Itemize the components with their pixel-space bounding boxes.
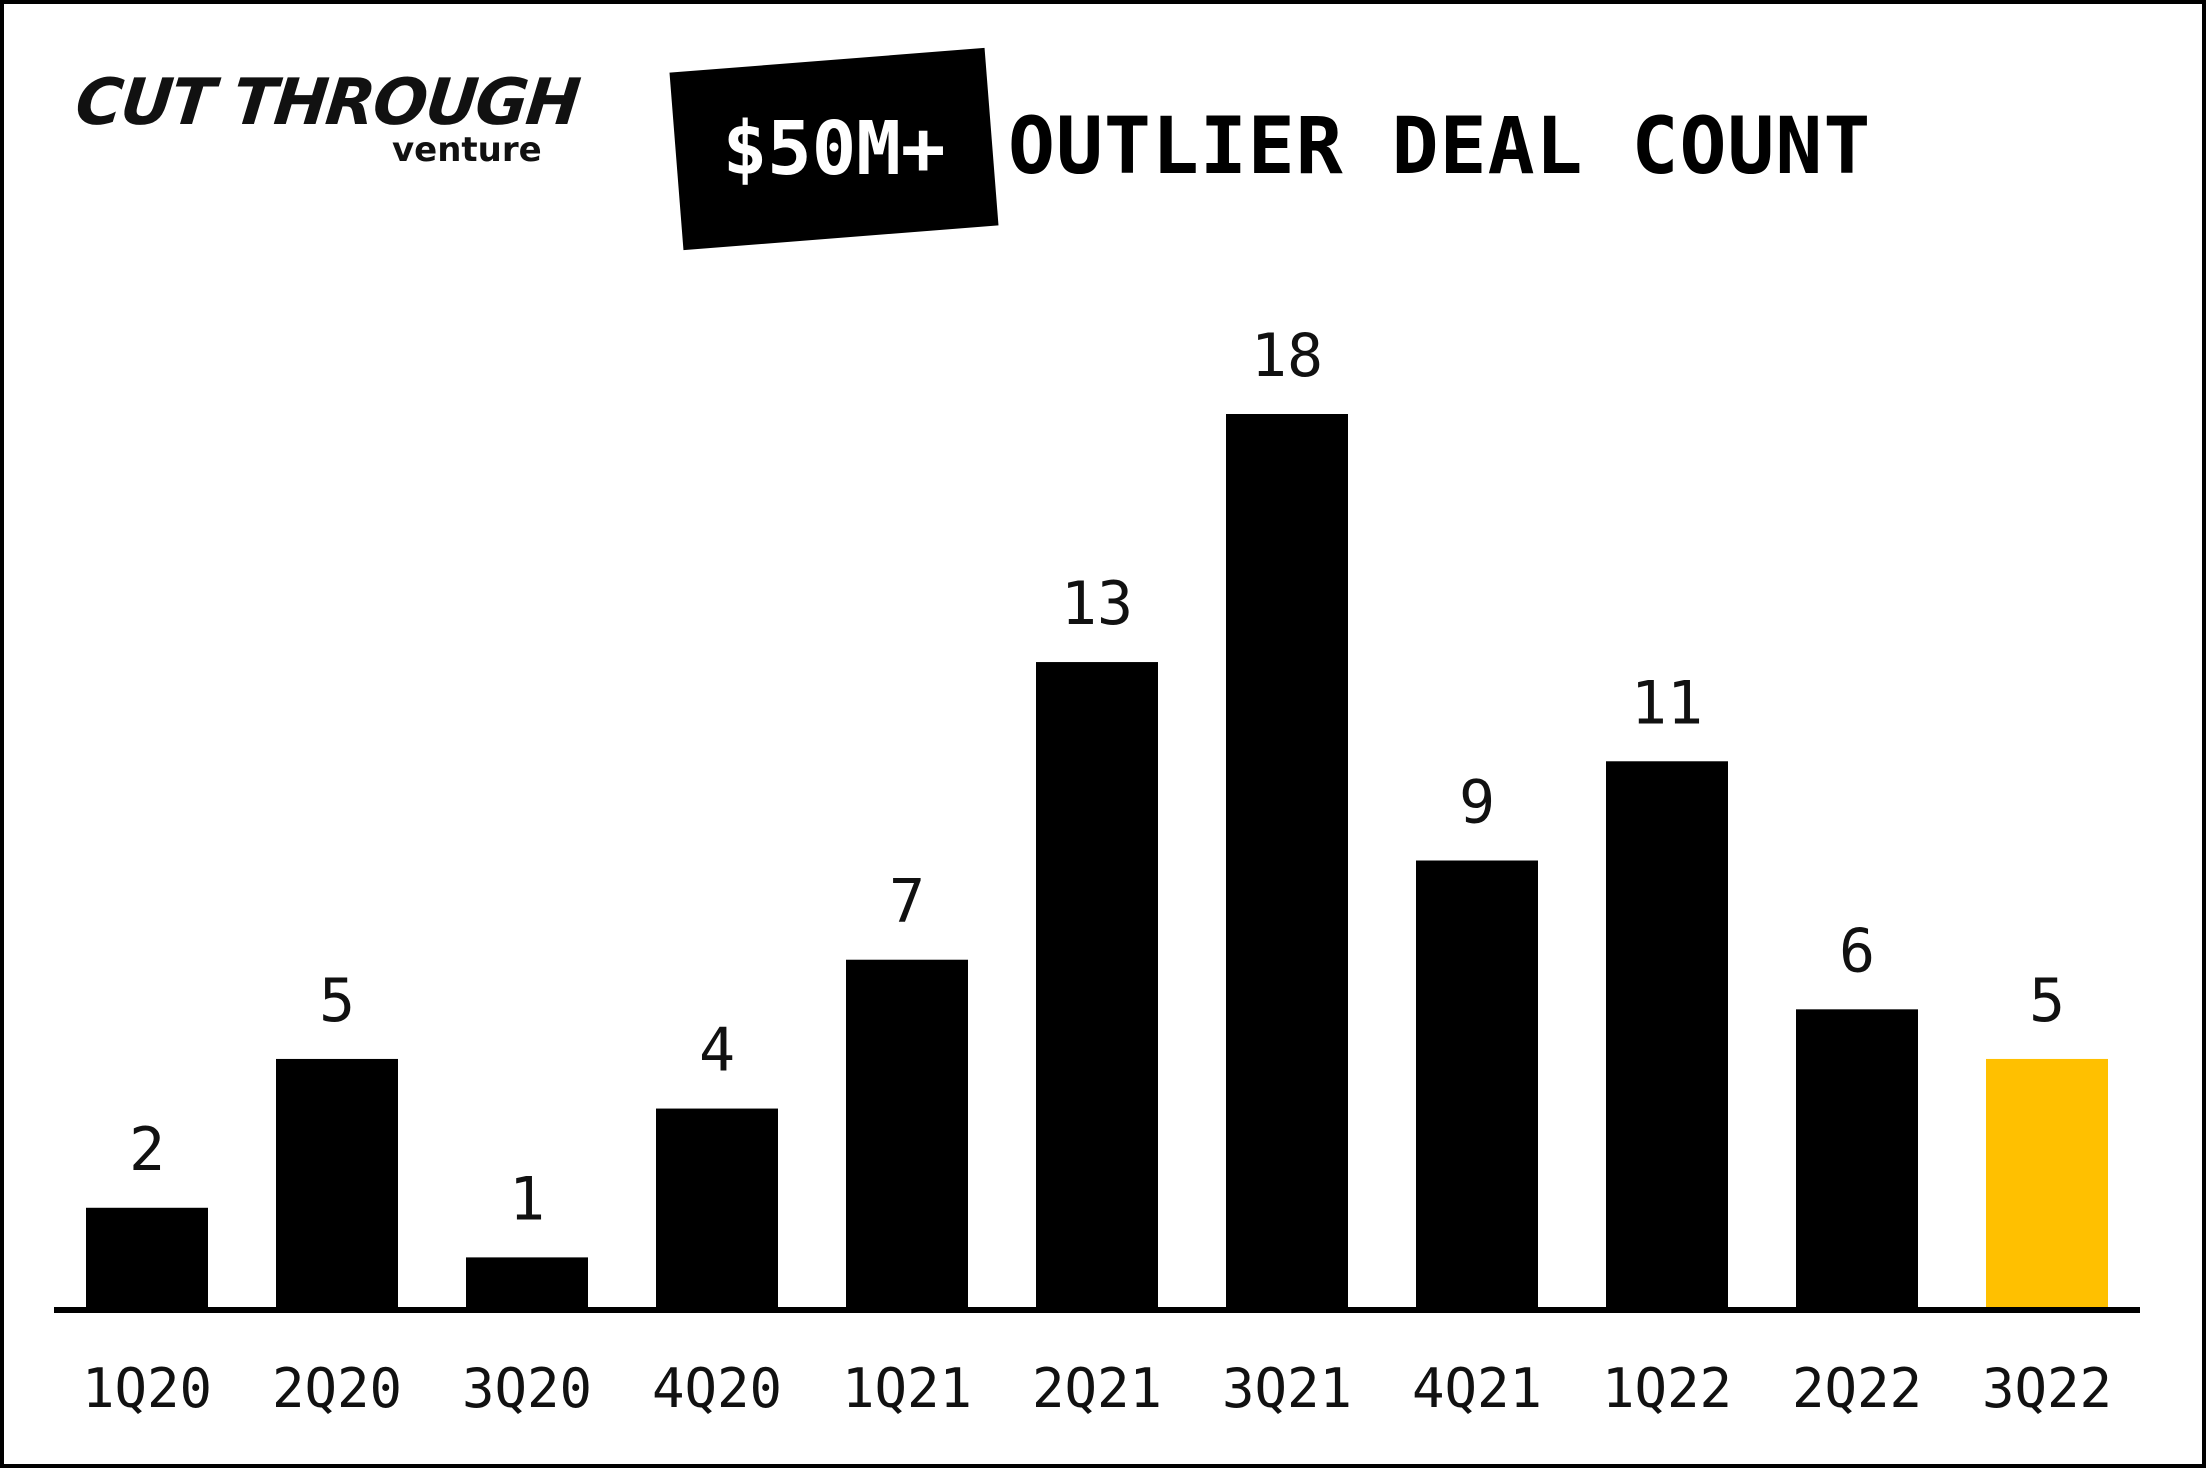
value-label-3Q21: 18 <box>1251 321 1323 391</box>
bar-2Q22 <box>1796 1009 1918 1307</box>
logo-subtitle: venture <box>392 130 542 170</box>
category-label-1Q22: 1Q22 <box>1602 1357 1732 1420</box>
value-label-2Q21: 13 <box>1061 569 1133 639</box>
bar-3Q21 <box>1226 414 1348 1307</box>
bar-1Q20 <box>86 1207 208 1307</box>
bar-1Q21 <box>846 959 968 1307</box>
category-label-3Q20: 3Q20 <box>462 1357 592 1420</box>
category-label-1Q20: 1Q20 <box>82 1357 212 1420</box>
bar-2Q20 <box>276 1058 398 1307</box>
category-label-2Q22: 2Q22 <box>1792 1357 1922 1420</box>
bar-2Q21 <box>1036 662 1158 1307</box>
chart-title: OUTLIER DEAL COUNT <box>1008 102 1872 192</box>
category-label-3Q22: 3Q22 <box>1982 1357 2112 1420</box>
cut-through-venture-logo: CUT THROUGH venture <box>72 66 582 176</box>
bar-1Q22 <box>1606 761 1728 1307</box>
bar-3Q20 <box>466 1257 588 1307</box>
value-label-4Q21: 9 <box>1459 768 1495 838</box>
category-label-1Q21: 1Q21 <box>842 1357 972 1420</box>
bar-3Q22 <box>1986 1058 2108 1307</box>
category-label-2Q21: 2Q21 <box>1032 1357 1162 1420</box>
bar-4Q21 <box>1416 860 1538 1307</box>
value-label-1Q21: 7 <box>889 867 925 937</box>
bar-4Q20 <box>656 1108 778 1307</box>
category-label-4Q21: 4Q21 <box>1412 1357 1542 1420</box>
value-label-2Q22: 6 <box>1839 916 1875 986</box>
category-label-2Q20: 2Q20 <box>272 1357 402 1420</box>
value-label-3Q22: 5 <box>2029 966 2065 1036</box>
value-label-1Q20: 2 <box>129 1115 165 1185</box>
category-label-3Q21: 3Q21 <box>1222 1357 1352 1420</box>
value-label-2Q20: 5 <box>319 966 355 1036</box>
bar-chart: 2 1Q20 5 2Q20 1 3Q20 4 4Q20 7 1Q21 13 2Q21 18 3Q21 9 4Q… <box>54 321 2140 1420</box>
value-label-3Q20: 1 <box>509 1164 545 1234</box>
value-label-1Q22: 11 <box>1631 668 1703 738</box>
value-label-4Q20: 4 <box>699 1016 735 1086</box>
category-label-4Q20: 4Q20 <box>652 1357 782 1420</box>
